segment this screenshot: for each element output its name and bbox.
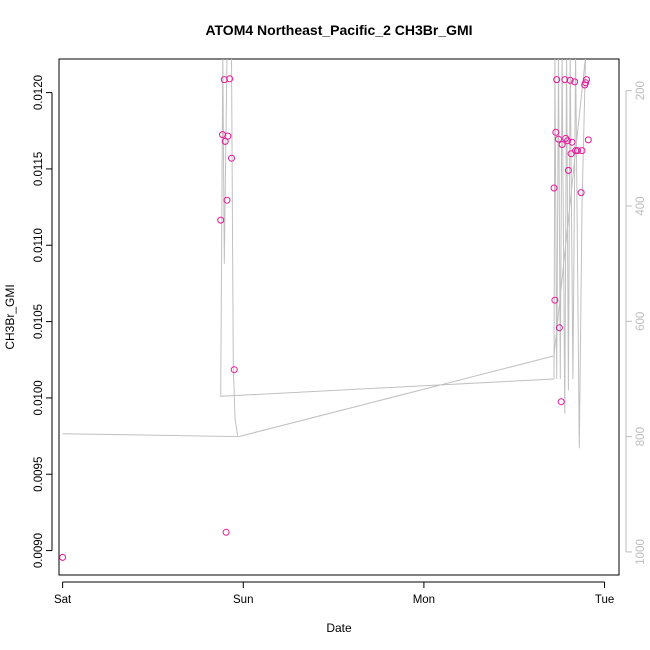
data-point	[217, 216, 225, 224]
right-y-axis: 200 400 600 800 1000	[625, 81, 647, 565]
data-point	[571, 78, 579, 86]
data-point	[222, 528, 230, 536]
data-point	[221, 137, 229, 145]
y-tick-label: 0.0120	[33, 75, 45, 110]
x-axis-label: Date	[326, 621, 352, 635]
y-tick-label: 0.0090	[33, 533, 45, 568]
plot-frame	[58, 58, 620, 576]
y-tick-label: 0.0100	[33, 380, 45, 415]
x-tick-label: Mon	[413, 594, 435, 606]
x-tick-label: Sat	[54, 594, 72, 606]
x-axis: Sat Sun Mon Tue	[54, 581, 614, 606]
y-tick-label: 0.0110	[33, 228, 45, 262]
points-layer	[59, 75, 592, 561]
data-point	[562, 134, 570, 142]
data-point	[561, 76, 569, 84]
data-point	[230, 366, 238, 374]
data-point	[59, 553, 67, 561]
data-point	[578, 147, 586, 155]
data-point	[228, 154, 235, 162]
right-tick-label: 800	[635, 427, 647, 446]
data-point	[568, 138, 576, 146]
data-point	[224, 132, 232, 140]
y-tick-label: 0.0095	[33, 457, 45, 492]
data-point	[566, 76, 574, 84]
data-point	[564, 166, 572, 174]
data-point	[550, 184, 558, 192]
data-point	[555, 324, 563, 332]
data-point	[584, 136, 592, 144]
chart-title: ATOM4 Northeast_Pacific_2 CH3Br_GMI	[205, 22, 472, 38]
data-point	[577, 189, 585, 197]
right-tick-label: 200	[635, 81, 647, 100]
data-point	[220, 76, 228, 84]
y-tick-label: 0.0115	[33, 152, 45, 186]
data-point	[582, 79, 590, 87]
right-tick-label: 400	[635, 196, 647, 215]
data-point	[551, 296, 559, 304]
y-axis-label: CH3Br_GMI	[3, 284, 17, 349]
x-tick-label: Tue	[595, 594, 614, 606]
data-point	[557, 398, 565, 406]
data-point	[574, 147, 581, 155]
data-point	[555, 135, 562, 143]
right-tick-label: 1000	[635, 539, 647, 565]
y-axis: 0.0090 0.0095 0.0100 0.0105 0.0110 0.0115 0.01…	[33, 75, 53, 568]
pressure-line	[62, 59, 587, 449]
pressure-line-layer	[62, 59, 587, 449]
data-point	[552, 128, 560, 136]
x-tick-label: Sun	[233, 594, 253, 606]
data-point	[564, 137, 571, 145]
data-point	[558, 141, 566, 148]
right-tick-label: 600	[635, 312, 647, 331]
data-point	[226, 75, 234, 83]
y-tick-label: 0.0105	[33, 304, 45, 339]
data-point	[553, 76, 561, 84]
data-point	[223, 196, 231, 204]
data-point	[583, 76, 590, 84]
